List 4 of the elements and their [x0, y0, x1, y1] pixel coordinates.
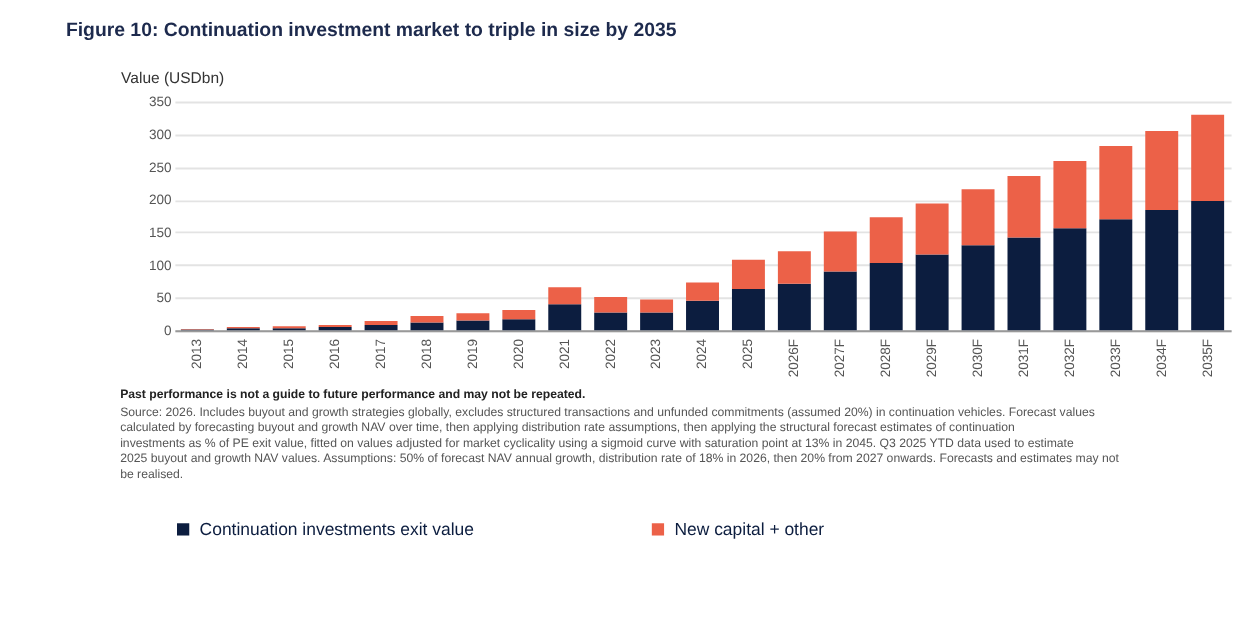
legend-label: New capital + other — [674, 519, 825, 540]
y-axis-title: Value (USDbn) — [121, 69, 226, 88]
legend-label: Continuation investments exit value — [199, 519, 475, 540]
chart-title: Figure 10: Continuation investment market to triple in size by 2035 — [65, 19, 678, 42]
